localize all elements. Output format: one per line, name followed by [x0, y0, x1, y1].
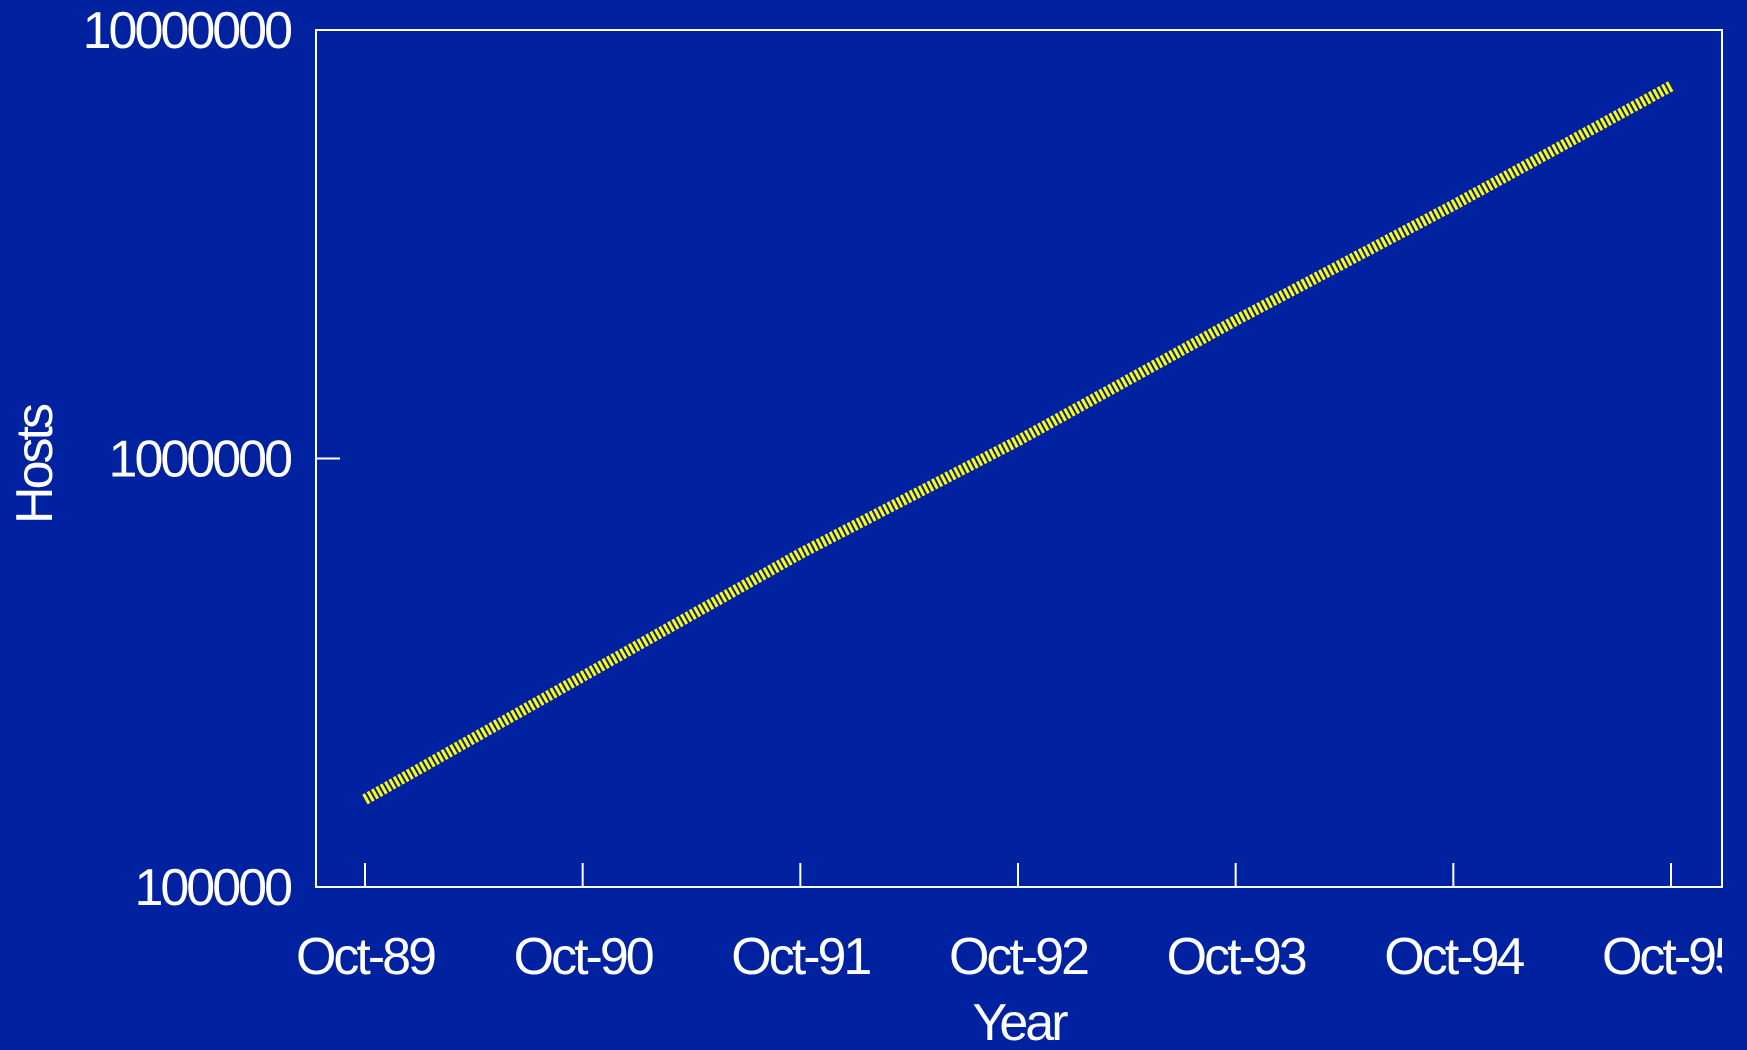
x-tick-label: Oct-93: [1167, 928, 1306, 986]
data-point: [1453, 205, 1454, 206]
data-point: [800, 553, 801, 554]
series-layer: [362, 81, 1674, 805]
series-line: [362, 81, 1674, 805]
x-tick-label: Oct-89: [296, 928, 435, 986]
y-axis-ticks: 100000 1000000 10000000: [83, 2, 340, 917]
data-point: [1671, 86, 1672, 87]
y-tick-label: 1000000: [109, 431, 292, 489]
data-point: [1018, 440, 1019, 441]
x-axis-title: Year: [972, 994, 1068, 1050]
x-tick-label: Oct-91: [731, 928, 870, 986]
data-point: [365, 799, 366, 800]
x-tick-label: Oct-94: [1384, 928, 1524, 986]
y-tick-label: 100000: [134, 859, 291, 917]
x-axis-ticks: Oct-89 Oct-90 Oct-91 Oct-92 Oct-93 Oct-94 Oct-…: [296, 863, 1741, 986]
x-tick-label: Oct-95: [1602, 928, 1741, 986]
x-tick-label: Oct-90: [514, 928, 653, 986]
data-point: [1235, 320, 1236, 321]
data-point: [582, 676, 583, 677]
y-axis-title: Hosts: [6, 404, 64, 524]
y-tick-label: 10000000: [83, 2, 291, 60]
x-tick-label: Oct-92: [949, 928, 1088, 986]
